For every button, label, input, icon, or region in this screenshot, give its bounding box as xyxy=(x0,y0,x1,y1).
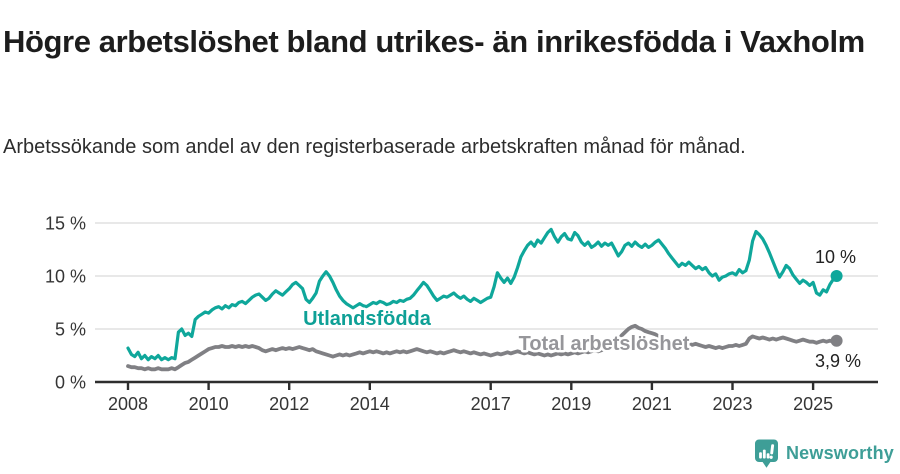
x-tick-label-2014: 2014 xyxy=(350,394,390,414)
x-axis-ticks xyxy=(126,382,815,390)
y-tick-label-0: 0 % xyxy=(55,373,86,393)
x-tick-label-2008: 2008 xyxy=(108,394,148,414)
y-tick-label-15: 15 % xyxy=(45,214,86,234)
x-tick-label-2010: 2010 xyxy=(189,394,229,414)
chart-area: 0 % 5 % 10 % 15 % 2008 2010 2012 2014 2017 2019 2… xyxy=(0,195,900,441)
page-subtitle: Arbetssökande som andel av den registerb… xyxy=(3,136,746,158)
end-value-label-utlandsfodda: 10 % xyxy=(815,247,856,267)
x-tick-label-2025: 2025 xyxy=(793,394,833,414)
end-value-label-total-arbetsloshet: 3,9 % xyxy=(815,351,861,371)
x-tick-label-2023: 2023 xyxy=(712,394,752,414)
x-tick-label-2019: 2019 xyxy=(551,394,591,414)
newsworthy-branding: Newsworthy xyxy=(754,438,894,469)
y-tick-label-5: 5 % xyxy=(55,320,86,340)
end-point-total-arbetsloshet xyxy=(830,334,843,347)
y-axis-labels: 0 % 5 % 10 % 15 % xyxy=(45,214,86,393)
page-title: Högre arbetslöshet bland utrikes- än inr… xyxy=(3,23,865,59)
series-label-utlandsfodda: Utlandsfödda xyxy=(303,308,432,330)
series-line-total-arbetsloshet xyxy=(126,323,839,372)
x-tick-label-2012: 2012 xyxy=(269,394,309,414)
series-line-utlandsfodda xyxy=(126,227,839,362)
x-tick-label-2021: 2021 xyxy=(632,394,672,414)
y-tick-label-10: 10 % xyxy=(45,267,86,287)
x-axis-labels: 2008 2010 2012 2014 2017 2019 2021 2023 2025 xyxy=(108,394,833,414)
gridlines xyxy=(95,222,878,330)
end-point-utlandsfodda xyxy=(830,270,843,282)
newsworthy-logo-text: Newsworthy xyxy=(785,443,894,463)
x-tick-label-2017: 2017 xyxy=(471,394,511,414)
unemployment-line-chart: 0 %5 %10 %15 % 2008 2010 2012 2014 2017 2019 2… xyxy=(45,214,878,414)
series-label-total-arbetsloshet: Total arbetslöshet xyxy=(519,333,690,355)
newsworthy-logo-icon xyxy=(754,439,778,468)
